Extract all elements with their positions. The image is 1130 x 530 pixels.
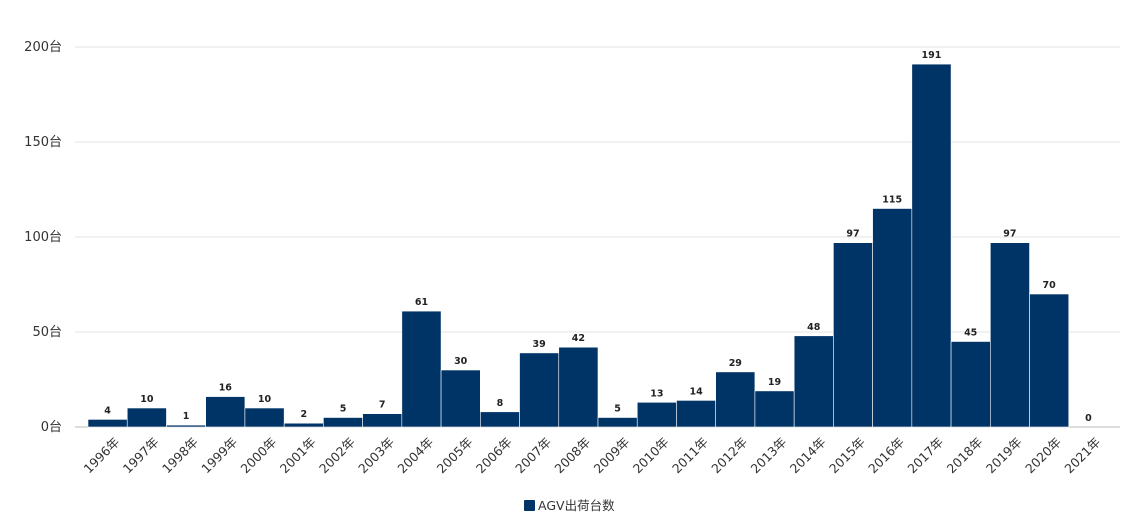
data-label: 13 bbox=[650, 388, 663, 399]
x-tick-label: 1996年 bbox=[81, 434, 123, 476]
bar[interactable] bbox=[636, 401, 677, 428]
x-tick-label: 2015年 bbox=[826, 434, 868, 476]
x-tick-label: 2017年 bbox=[904, 434, 946, 476]
bar[interactable] bbox=[440, 369, 481, 428]
data-label: 4 bbox=[104, 405, 111, 416]
data-label: 0 bbox=[1085, 413, 1092, 424]
data-label: 8 bbox=[497, 398, 504, 409]
bar[interactable] bbox=[793, 335, 834, 428]
data-label: 5 bbox=[340, 404, 347, 415]
data-label: 48 bbox=[807, 322, 821, 333]
data-label: 10 bbox=[140, 394, 154, 405]
x-axis-ticks: 1996年1997年1998年1999年2000年2001年2002年2003年… bbox=[81, 434, 1104, 476]
y-tick-label: 150台 bbox=[24, 135, 62, 150]
bar[interactable] bbox=[87, 419, 128, 428]
x-tick-label: 2003年 bbox=[355, 434, 397, 476]
data-label: 45 bbox=[964, 328, 977, 339]
bar[interactable] bbox=[754, 390, 795, 428]
y-tick-label: 50台 bbox=[32, 325, 62, 340]
x-tick-label: 2000年 bbox=[238, 434, 280, 476]
x-tick-label: 2014年 bbox=[787, 434, 829, 476]
legend[interactable]: AGV出荷台数 bbox=[524, 498, 615, 513]
x-tick-label: 2010年 bbox=[630, 434, 672, 476]
bar[interactable] bbox=[401, 310, 442, 428]
data-label: 97 bbox=[846, 229, 859, 240]
bar[interactable] bbox=[519, 352, 560, 428]
legend-swatch bbox=[524, 500, 535, 511]
bar[interactable] bbox=[283, 422, 324, 428]
bar[interactable] bbox=[166, 424, 206, 428]
x-tick-label: 2021年 bbox=[1061, 434, 1103, 476]
bar[interactable] bbox=[715, 371, 756, 428]
data-label: 5 bbox=[614, 404, 621, 415]
bar[interactable] bbox=[597, 417, 638, 428]
bar[interactable] bbox=[480, 411, 520, 428]
data-label: 42 bbox=[572, 333, 585, 344]
bar[interactable] bbox=[1029, 293, 1070, 428]
data-label: 1 bbox=[183, 411, 190, 422]
x-tick-label: 2007年 bbox=[512, 434, 554, 476]
x-tick-label: 2008年 bbox=[551, 434, 593, 476]
bar[interactable] bbox=[323, 417, 363, 428]
y-axis-ticks: 0台 50台 100台 150台 200台 bbox=[24, 40, 62, 435]
x-tick-label: 2004年 bbox=[394, 434, 436, 476]
bar[interactable] bbox=[558, 346, 599, 428]
x-tick-label: 1998年 bbox=[159, 434, 201, 476]
x-tick-label: 2020年 bbox=[1022, 434, 1064, 476]
data-label: 10 bbox=[258, 394, 272, 405]
y-tick-label: 100台 bbox=[24, 230, 62, 245]
bar-series bbox=[87, 63, 1070, 428]
x-tick-label: 2001年 bbox=[277, 434, 319, 476]
y-tick-label: 0台 bbox=[41, 420, 62, 435]
bar[interactable] bbox=[126, 407, 167, 428]
data-label: 19 bbox=[768, 377, 781, 388]
data-label: 70 bbox=[1043, 280, 1057, 291]
y-tick-label: 200台 bbox=[24, 40, 62, 55]
bar[interactable] bbox=[362, 413, 403, 428]
data-label: 7 bbox=[379, 400, 386, 411]
data-label: 115 bbox=[882, 195, 902, 206]
data-label: 2 bbox=[300, 409, 307, 420]
bar[interactable] bbox=[676, 400, 716, 428]
data-label: 16 bbox=[219, 383, 233, 394]
bar[interactable] bbox=[872, 208, 913, 428]
x-tick-label: 2011年 bbox=[669, 434, 711, 476]
x-tick-label: 2012年 bbox=[708, 434, 750, 476]
data-label: 30 bbox=[454, 356, 468, 367]
bar[interactable] bbox=[990, 242, 1030, 428]
data-labels: 4 10 1 16 10 2 5 7 61 30 8 39 42 5 13 14 29 19 48 97 115 191 4… bbox=[104, 50, 1092, 424]
data-label: 39 bbox=[533, 339, 546, 350]
x-tick-label: 2018年 bbox=[944, 434, 986, 476]
bar[interactable] bbox=[950, 341, 991, 428]
data-label: 97 bbox=[1003, 229, 1016, 240]
x-tick-label: 2013年 bbox=[748, 434, 790, 476]
x-tick-label: 2005年 bbox=[434, 434, 476, 476]
data-label: 14 bbox=[689, 386, 703, 397]
x-tick-label: 1997年 bbox=[120, 434, 162, 476]
bar[interactable] bbox=[833, 242, 873, 428]
x-tick-label: 2016年 bbox=[865, 434, 907, 476]
bar[interactable] bbox=[244, 407, 285, 428]
x-tick-label: 2009年 bbox=[591, 434, 633, 476]
x-tick-label: 2006年 bbox=[473, 434, 515, 476]
data-label: 29 bbox=[729, 358, 742, 369]
x-tick-label: 2019年 bbox=[983, 434, 1025, 476]
data-label: 191 bbox=[922, 50, 942, 61]
legend-label: AGV出荷台数 bbox=[538, 498, 615, 513]
bar[interactable] bbox=[205, 396, 246, 428]
bar[interactable] bbox=[911, 63, 952, 428]
data-label: 61 bbox=[415, 297, 428, 308]
x-tick-label: 1999年 bbox=[198, 434, 240, 476]
x-tick-label: 2002年 bbox=[316, 434, 358, 476]
